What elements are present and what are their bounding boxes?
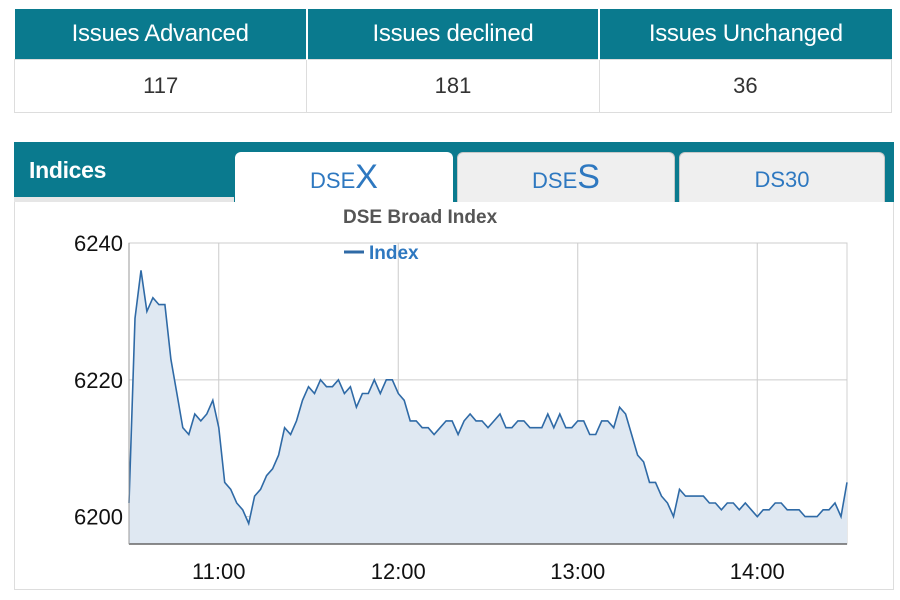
dse-broad-index-chart: DSE Broad Index Index 6200 6220 6240 11:00 1… [15, 202, 893, 589]
issues-header-row: Issues Advanced Issues declined Issues U… [15, 9, 892, 60]
issues-declined-header: Issues declined [307, 9, 599, 60]
issues-declined-value: 181 [307, 60, 599, 113]
x-tick-label: 12:00 [371, 559, 426, 584]
indices-panel: Indices DSEX DSES DS30 DSE Broad Index I… [14, 142, 894, 590]
y-tick-label: 6200 [74, 505, 123, 530]
chart-title: DSE Broad Index [343, 207, 498, 228]
issues-advanced-value: 117 [15, 60, 307, 113]
tab-dses-prefix: DSE [532, 168, 577, 193]
x-tick-label: 13:00 [550, 559, 605, 584]
issues-summary-table: Issues Advanced Issues declined Issues U… [14, 9, 892, 113]
y-tick-label: 6220 [74, 368, 123, 393]
y-tick-label: 6240 [74, 231, 123, 256]
tab-dsex-suffix: X [355, 158, 378, 196]
issues-unchanged-value: 36 [599, 60, 891, 113]
tab-dses-suffix: S [577, 158, 600, 196]
issues-unchanged-header: Issues Unchanged [599, 9, 891, 60]
tab-dsex-prefix: DSE [310, 168, 355, 193]
issues-advanced-header: Issues Advanced [15, 9, 307, 60]
chart-area: DSE Broad Index Index 6200 6220 6240 11:00 1… [14, 202, 894, 590]
x-tick-label: 11:00 [192, 559, 245, 584]
indices-title: Indices [29, 157, 106, 184]
issues-value-row: 117 181 36 [15, 60, 892, 113]
legend-label: Index [369, 243, 419, 264]
tab-ds30-label: DS30 [754, 167, 809, 192]
x-tick-label: 14:00 [730, 559, 785, 584]
